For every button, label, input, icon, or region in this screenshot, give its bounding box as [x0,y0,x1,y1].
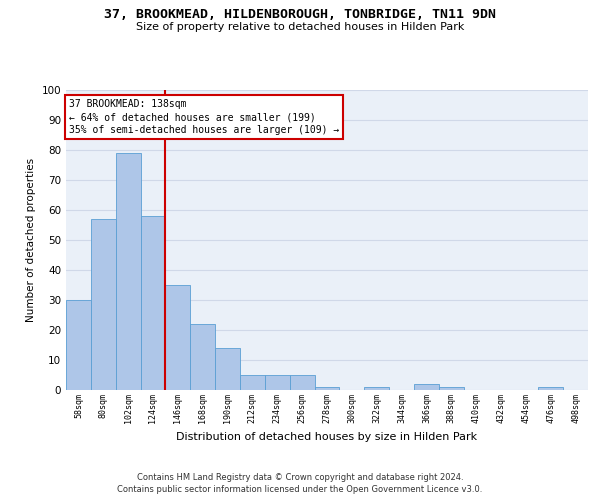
Bar [215,348,240,390]
Bar [314,387,340,390]
Bar [364,387,389,390]
Text: 37, BROOKMEAD, HILDENBOROUGH, TONBRIDGE, TN11 9DN: 37, BROOKMEAD, HILDENBOROUGH, TONBRIDGE,… [104,8,496,20]
Bar [140,216,166,390]
Bar [439,387,464,390]
Bar [414,384,439,390]
Text: Size of property relative to detached houses in Hilden Park: Size of property relative to detached ho… [136,22,464,32]
Bar [265,375,290,390]
Bar [190,324,215,390]
Text: Contains public sector information licensed under the Open Government Licence v3: Contains public sector information licen… [118,485,482,494]
Text: 37 BROOKMEAD: 138sqm
← 64% of detached houses are smaller (199)
35% of semi-deta: 37 BROOKMEAD: 138sqm ← 64% of detached h… [68,99,339,136]
Text: Distribution of detached houses by size in Hilden Park: Distribution of detached houses by size … [176,432,478,442]
Bar [66,300,91,390]
Bar [166,285,190,390]
Y-axis label: Number of detached properties: Number of detached properties [26,158,36,322]
Bar [91,219,116,390]
Bar [240,375,265,390]
Text: Contains HM Land Registry data © Crown copyright and database right 2024.: Contains HM Land Registry data © Crown c… [137,472,463,482]
Bar [116,153,140,390]
Bar [290,375,314,390]
Bar [538,387,563,390]
